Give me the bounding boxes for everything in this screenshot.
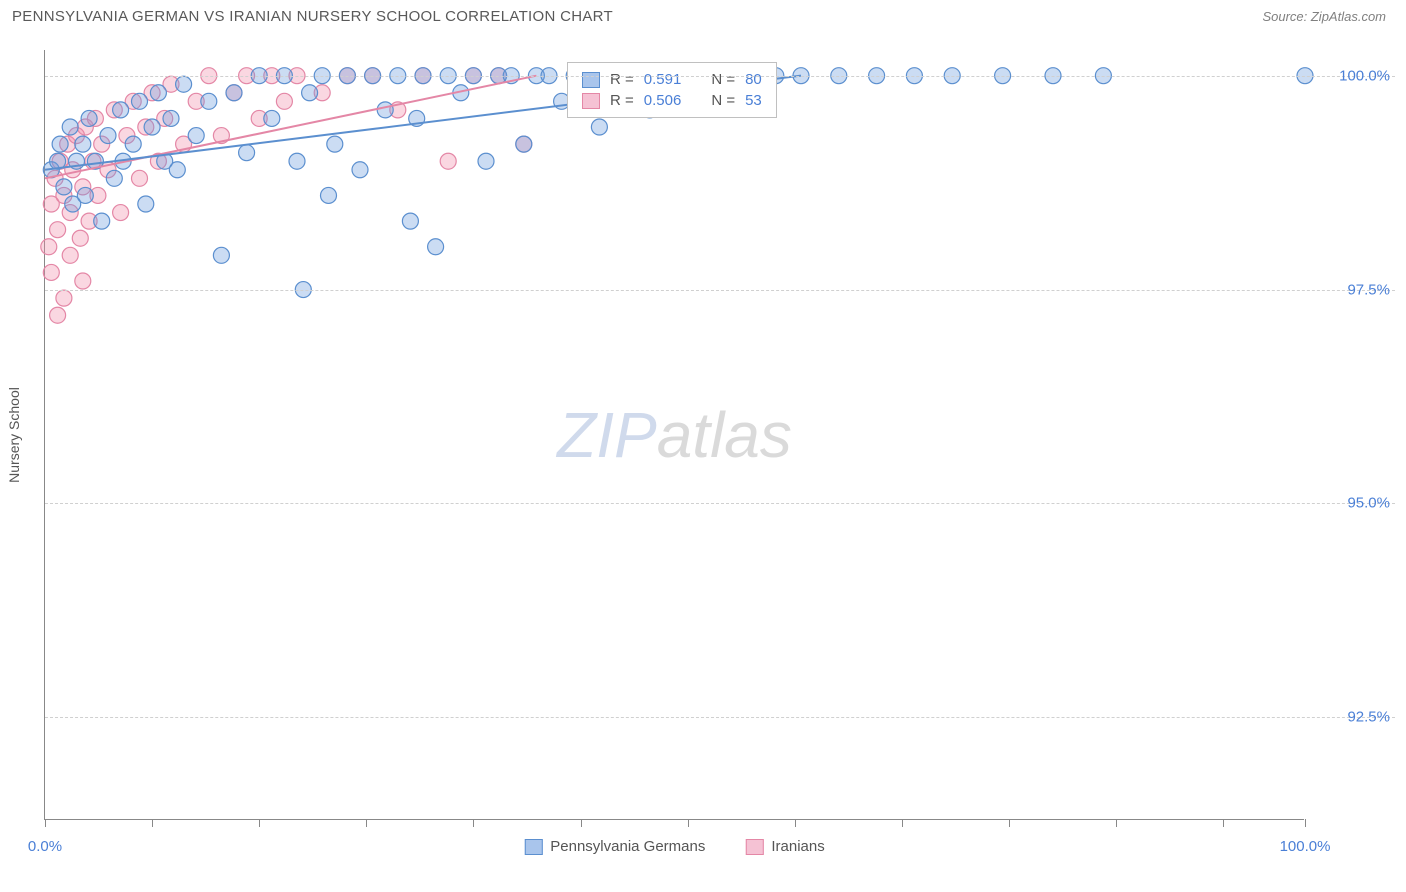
data-point	[264, 110, 280, 126]
data-point	[188, 128, 204, 144]
n-label: N =	[711, 92, 735, 109]
legend-swatch-series-1	[582, 72, 600, 88]
data-point	[52, 136, 68, 152]
y-tick-label: 97.5%	[1310, 281, 1390, 298]
bottom-legend-item-2: Iranians	[745, 838, 824, 855]
data-point	[41, 239, 57, 255]
data-point	[100, 128, 116, 144]
data-point	[81, 110, 97, 126]
data-point	[276, 93, 292, 109]
data-point	[62, 119, 78, 135]
y-tick-label: 100.0%	[1310, 67, 1390, 84]
data-point	[125, 136, 141, 152]
x-tick	[1305, 819, 1306, 827]
legend-swatch-series-2	[745, 839, 763, 855]
data-point	[132, 170, 148, 186]
x-tick	[581, 819, 582, 827]
x-tick	[1223, 819, 1224, 827]
data-point	[428, 239, 444, 255]
x-tick	[473, 819, 474, 827]
r-label: R =	[610, 71, 634, 88]
x-tick-label: 0.0%	[28, 838, 62, 855]
x-tick	[366, 819, 367, 827]
data-point	[75, 136, 91, 152]
grid-line	[45, 76, 1395, 77]
data-point	[591, 119, 607, 135]
x-tick	[688, 819, 689, 827]
data-point	[94, 213, 110, 229]
y-tick-label: 95.0%	[1310, 495, 1390, 512]
bottom-legend-item-1: Pennsylvania Germans	[524, 838, 705, 855]
data-point	[113, 102, 129, 118]
data-point	[352, 162, 368, 178]
x-tick	[152, 819, 153, 827]
data-point	[150, 85, 166, 101]
data-point	[302, 85, 318, 101]
x-tick	[795, 819, 796, 827]
chart-title: PENNSYLVANIA GERMAN VS IRANIAN NURSERY S…	[12, 8, 613, 25]
data-point	[113, 205, 129, 221]
data-point	[377, 102, 393, 118]
data-point	[169, 162, 185, 178]
data-point	[226, 85, 242, 101]
data-point	[402, 213, 418, 229]
x-tick-label: 100.0%	[1280, 838, 1331, 855]
data-point	[213, 247, 229, 263]
y-tick-label: 92.5%	[1310, 709, 1390, 726]
x-tick	[902, 819, 903, 827]
plot-area: ZIPatlas R = 0.591 N = 80 R = 0.506 N = …	[44, 50, 1304, 820]
data-point	[132, 93, 148, 109]
y-axis-label: Nursery School	[6, 387, 22, 483]
data-point	[56, 179, 72, 195]
plot-wrapper: Nursery School ZIPatlas R = 0.591 N = 80…	[44, 50, 1394, 820]
stats-legend-row-1: R = 0.591 N = 80	[582, 69, 762, 90]
source-label: Source: ZipAtlas.com	[1262, 9, 1386, 24]
n-value: 53	[745, 92, 762, 109]
data-point	[43, 264, 59, 280]
data-point	[327, 136, 343, 152]
stats-legend: R = 0.591 N = 80 R = 0.506 N = 53	[567, 62, 777, 118]
data-point	[50, 222, 66, 238]
n-label: N =	[711, 71, 735, 88]
bottom-legend: Pennsylvania Germans Iranians	[524, 838, 824, 855]
data-point	[62, 247, 78, 263]
data-point	[75, 273, 91, 289]
n-value: 80	[745, 71, 762, 88]
grid-line	[45, 717, 1395, 718]
data-point	[321, 187, 337, 203]
data-point	[516, 136, 532, 152]
legend-swatch-series-2	[582, 93, 600, 109]
series-1-name: Pennsylvania Germans	[550, 838, 705, 855]
x-tick	[1116, 819, 1117, 827]
x-tick	[45, 819, 46, 827]
data-point	[163, 110, 179, 126]
r-label: R =	[610, 92, 634, 109]
title-bar: PENNSYLVANIA GERMAN VS IRANIAN NURSERY S…	[0, 0, 1406, 31]
data-point	[478, 153, 494, 169]
legend-swatch-series-1	[524, 839, 542, 855]
data-point	[56, 290, 72, 306]
data-point	[144, 119, 160, 135]
grid-line	[45, 290, 1395, 291]
data-point	[176, 76, 192, 92]
data-point	[289, 153, 305, 169]
data-point	[50, 307, 66, 323]
data-point	[138, 196, 154, 212]
r-value: 0.591	[644, 71, 682, 88]
grid-line	[45, 503, 1395, 504]
data-point	[239, 145, 255, 161]
x-tick	[1009, 819, 1010, 827]
stats-legend-row-2: R = 0.506 N = 53	[582, 90, 762, 111]
data-point	[106, 170, 122, 186]
series-2-name: Iranians	[771, 838, 824, 855]
scatter-svg	[45, 50, 1305, 820]
data-point	[72, 230, 88, 246]
data-point	[201, 93, 217, 109]
data-point	[440, 153, 456, 169]
data-point	[77, 187, 93, 203]
r-value: 0.506	[644, 92, 682, 109]
x-tick	[259, 819, 260, 827]
